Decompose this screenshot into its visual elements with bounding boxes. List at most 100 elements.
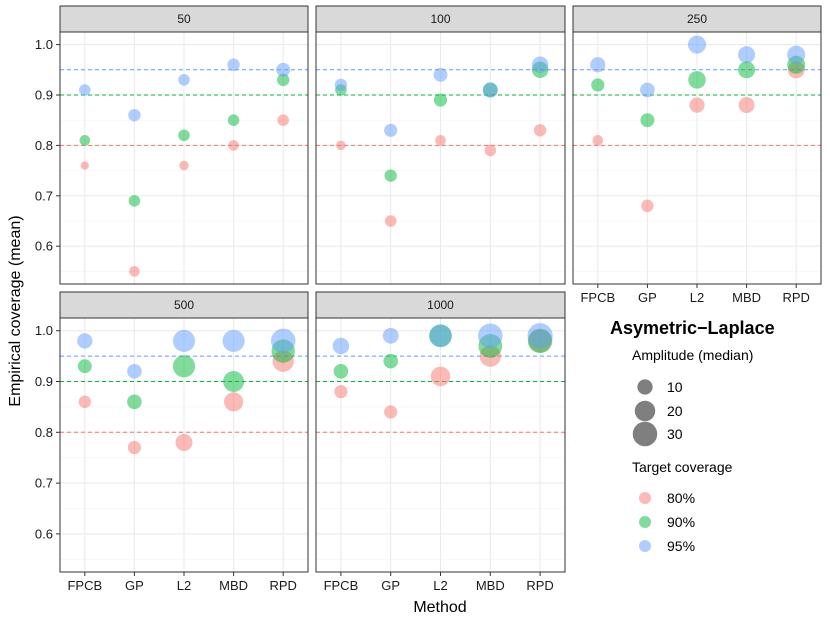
legend-color-key (639, 516, 651, 528)
facet-strip (59, 291, 309, 319)
point-95pct-MBD (482, 82, 498, 98)
points (334, 56, 549, 227)
facet-strip (315, 291, 566, 319)
point-95pct-FPCB (79, 84, 91, 96)
y-tick-label: 1.0 (35, 37, 53, 52)
point-90pct-GP (128, 195, 141, 207)
y-tick-label: 0.6 (35, 239, 53, 254)
legend-title: Asymetric−Laplace (610, 318, 775, 338)
point-95pct-RPD (527, 323, 553, 349)
point-80pct-MBD (738, 97, 755, 114)
point-95pct-RPD (270, 328, 296, 354)
legend-color-label: 90% (667, 514, 695, 530)
point-95pct-MBD (738, 46, 756, 64)
x-tick-label: MBD (732, 290, 761, 305)
x-tick-label: FPCB (324, 578, 359, 593)
point-95pct-GP (382, 327, 399, 344)
point-80pct-MBD (484, 144, 497, 157)
y-tick-label: 0.8 (35, 138, 53, 153)
point-90pct-L2 (688, 71, 706, 89)
legend-color-key (639, 540, 651, 552)
point-90pct-GP (640, 113, 655, 128)
x-tick-label: MBD (219, 578, 248, 593)
point-80pct-MBD (224, 392, 244, 412)
point-95pct-FPCB (334, 78, 348, 92)
point-80pct-GP (641, 199, 654, 213)
point-80pct-FPCB (78, 395, 91, 409)
point-95pct-L2 (178, 74, 190, 86)
panel-1000: 1000 FPCB GP L2 MBD RPD (315, 291, 566, 593)
gridlines (60, 32, 308, 284)
point-95pct-L2 (429, 324, 452, 348)
legend-size-label: 20 (667, 403, 683, 419)
point-95pct-FPCB (590, 57, 606, 73)
facet-strip-label: 500 (174, 298, 194, 312)
point-80pct-RPD (533, 124, 547, 137)
x-tick-label: GP (638, 290, 657, 305)
x-tick-label: RPD (269, 578, 296, 593)
panel-50: 50 0.6 0.7 0.8 0.9 1.0 (35, 5, 309, 285)
point-90pct-MBD (223, 371, 245, 392)
point-80pct-RPD (277, 114, 289, 126)
point-95pct-MBD (478, 323, 503, 349)
x-tick-label: MBD (476, 578, 505, 593)
panel-border (59, 31, 309, 285)
legend-color-entries: 80% 90% 95% (639, 490, 695, 554)
legend-size-key (634, 400, 656, 422)
y-tick-label: 0.9 (35, 88, 53, 103)
legend-size-key (637, 379, 653, 395)
y-tick-label: 0.9 (35, 374, 53, 389)
point-95pct-L2 (687, 35, 707, 54)
facet-strip (315, 5, 566, 33)
x-tick-label: L2 (433, 578, 447, 593)
facet-strip (59, 5, 309, 33)
point-90pct-FPCB (77, 359, 92, 374)
panel-500: 500 0.6 0.7 0.8 0.9 1.0 FPCB GP L2 MBD RPD (35, 291, 309, 593)
legend-color-label: 80% (667, 490, 695, 506)
point-80pct-FPCB (336, 140, 346, 151)
point-80pct-FPCB (334, 385, 348, 399)
facet-strip-label: 50 (177, 12, 191, 26)
point-90pct-RPD (277, 73, 290, 87)
x-tick-label: FPCB (67, 578, 102, 593)
points (79, 58, 291, 277)
facet-strip-label: 250 (687, 12, 707, 26)
point-95pct-RPD (276, 62, 291, 77)
legend: Asymetric−Laplace Amplitude (median) 10 2… (610, 318, 775, 554)
point-80pct-GP (127, 440, 141, 455)
x-tick-label: RPD (526, 578, 553, 593)
panel-border (315, 31, 566, 285)
y-tick-label: 0.6 (35, 526, 53, 541)
point-95pct-FPCB (77, 333, 93, 349)
point-95pct-MBD (227, 58, 240, 71)
x-tick-label: RPD (782, 290, 809, 305)
legend-size-title: Amplitude (median) (632, 347, 753, 363)
point-95pct-GP (128, 108, 141, 122)
point-95pct-GP (384, 123, 398, 137)
point-95pct-RPD (531, 56, 549, 73)
point-90pct-FPCB (591, 78, 605, 92)
legend-color-key (639, 492, 651, 504)
legend-size-entries: 10 20 30 (632, 379, 683, 447)
point-80pct-FPCB (592, 135, 604, 146)
point-80pct-MBD (228, 140, 239, 151)
y-tick-label: 0.8 (35, 425, 53, 440)
facet-strip-label: 100 (430, 12, 450, 26)
point-80pct-L2 (689, 97, 705, 113)
point-80pct-GP (129, 266, 140, 277)
point-95pct-L2 (433, 67, 448, 82)
point-95pct-GP (127, 364, 142, 379)
points (332, 323, 553, 419)
points (590, 35, 806, 213)
legend-size-label: 10 (667, 379, 683, 395)
y-axis-title: Empirical coverage (mean) (7, 215, 24, 406)
point-90pct-L2 (172, 355, 196, 378)
point-90pct-GP (383, 353, 399, 369)
point-95pct-RPD (787, 45, 806, 64)
point-90pct-GP (127, 394, 142, 410)
point-80pct-L2 (430, 366, 451, 387)
facet-strip-label: 1000 (427, 298, 454, 312)
x-tick-label: GP (381, 578, 400, 593)
